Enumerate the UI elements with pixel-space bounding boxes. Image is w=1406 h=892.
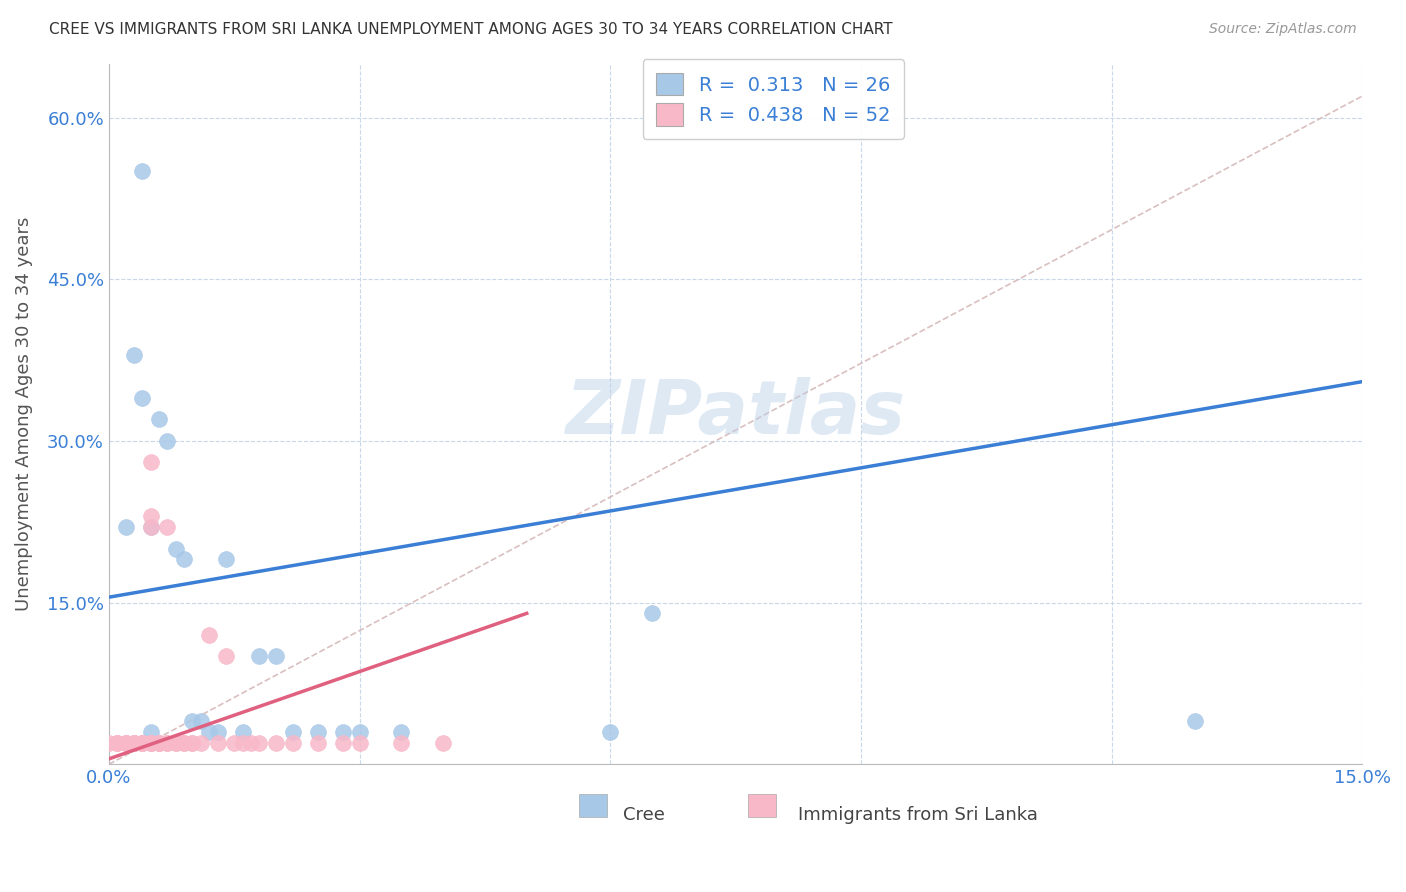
Point xyxy=(165,541,187,556)
Point xyxy=(131,736,153,750)
Point xyxy=(173,552,195,566)
Point xyxy=(148,412,170,426)
Point xyxy=(1184,714,1206,728)
Point xyxy=(148,736,170,750)
Point xyxy=(97,736,120,750)
Point xyxy=(114,520,136,534)
Point xyxy=(122,736,145,750)
Point xyxy=(131,164,153,178)
Point xyxy=(190,736,212,750)
Point xyxy=(247,736,270,750)
Point xyxy=(190,714,212,728)
Point xyxy=(232,725,254,739)
Point xyxy=(114,736,136,750)
Point xyxy=(264,649,287,664)
FancyBboxPatch shape xyxy=(579,795,606,817)
Legend: R =  0.313   N = 26, R =  0.438   N = 52: R = 0.313 N = 26, R = 0.438 N = 52 xyxy=(643,60,904,139)
Point xyxy=(198,725,221,739)
Point xyxy=(224,736,246,750)
Point xyxy=(131,736,153,750)
Point xyxy=(215,552,238,566)
Text: Cree: Cree xyxy=(623,806,665,824)
Text: Source: ZipAtlas.com: Source: ZipAtlas.com xyxy=(1209,22,1357,37)
Point xyxy=(131,391,153,405)
Point xyxy=(156,736,179,750)
Point xyxy=(173,736,195,750)
Point xyxy=(139,520,162,534)
Point xyxy=(122,736,145,750)
Point xyxy=(122,736,145,750)
Point xyxy=(332,736,354,750)
Point xyxy=(139,455,162,469)
Point xyxy=(349,725,371,739)
Y-axis label: Unemployment Among Ages 30 to 34 years: Unemployment Among Ages 30 to 34 years xyxy=(15,217,32,611)
Point xyxy=(641,607,664,621)
Point xyxy=(173,736,195,750)
Point xyxy=(148,736,170,750)
Point xyxy=(198,628,221,642)
Point xyxy=(247,649,270,664)
Text: Immigrants from Sri Lanka: Immigrants from Sri Lanka xyxy=(799,806,1038,824)
Point xyxy=(139,509,162,524)
Point xyxy=(139,736,162,750)
Point xyxy=(432,736,454,750)
Point xyxy=(131,736,153,750)
Text: ZIPatlas: ZIPatlas xyxy=(565,377,905,450)
Point xyxy=(156,434,179,448)
FancyBboxPatch shape xyxy=(748,795,776,817)
Point xyxy=(307,736,329,750)
Point xyxy=(165,736,187,750)
Point xyxy=(139,725,162,739)
Point xyxy=(131,736,153,750)
Point xyxy=(156,520,179,534)
Point xyxy=(105,736,128,750)
Point xyxy=(105,736,128,750)
Point xyxy=(114,736,136,750)
Point xyxy=(232,736,254,750)
Point xyxy=(148,736,170,750)
Point xyxy=(122,736,145,750)
Point xyxy=(114,736,136,750)
Point xyxy=(207,736,229,750)
Point xyxy=(389,736,412,750)
Point xyxy=(105,736,128,750)
Point xyxy=(599,725,621,739)
Point xyxy=(139,736,162,750)
Point xyxy=(122,736,145,750)
Text: CREE VS IMMIGRANTS FROM SRI LANKA UNEMPLOYMENT AMONG AGES 30 TO 34 YEARS CORRELA: CREE VS IMMIGRANTS FROM SRI LANKA UNEMPL… xyxy=(49,22,893,37)
Point xyxy=(389,725,412,739)
Point xyxy=(207,725,229,739)
Point xyxy=(139,736,162,750)
Point xyxy=(332,725,354,739)
Point xyxy=(139,520,162,534)
Point xyxy=(281,736,304,750)
Point xyxy=(156,736,179,750)
Point xyxy=(181,736,204,750)
Point xyxy=(281,725,304,739)
Point xyxy=(165,736,187,750)
Point xyxy=(215,649,238,664)
Point xyxy=(264,736,287,750)
Point xyxy=(131,736,153,750)
Point xyxy=(114,736,136,750)
Point xyxy=(122,348,145,362)
Point xyxy=(349,736,371,750)
Point xyxy=(181,736,204,750)
Point xyxy=(139,736,162,750)
Point xyxy=(307,725,329,739)
Point xyxy=(181,714,204,728)
Point xyxy=(239,736,262,750)
